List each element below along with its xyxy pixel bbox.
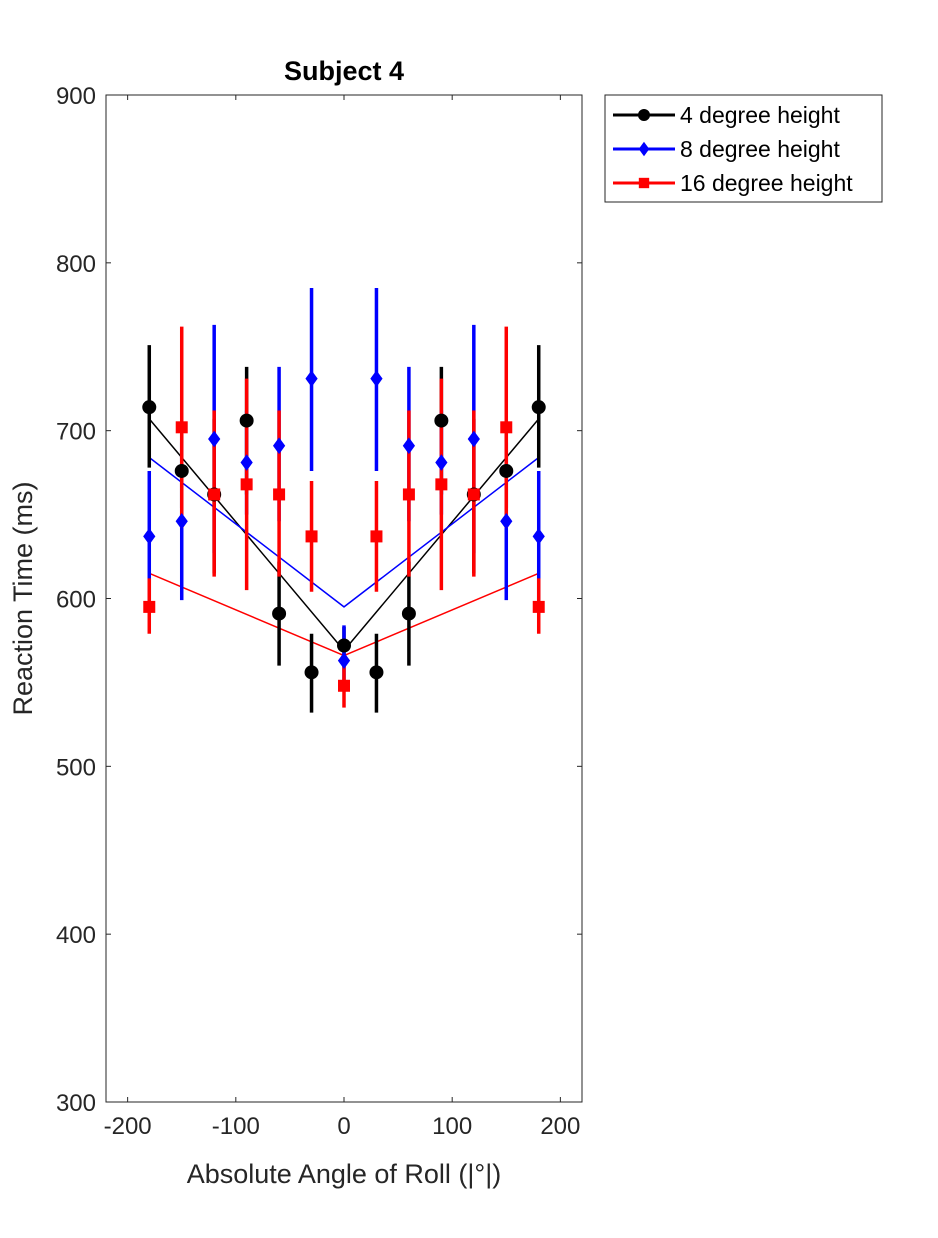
data-point-series-2 xyxy=(240,454,253,471)
axes-box xyxy=(105,94,583,1103)
data-point-series-2 xyxy=(370,370,383,387)
data-point-series-1 xyxy=(499,463,514,478)
legend-label-series-3: 16 degree height xyxy=(680,170,853,196)
data-point-series-3 xyxy=(305,530,318,543)
legend-label-series-1: 4 degree height xyxy=(680,102,840,128)
data-point-series-3 xyxy=(435,478,448,491)
y-tick-label: 400 xyxy=(56,922,96,949)
data-point-series-2 xyxy=(143,528,156,545)
data-point-series-2 xyxy=(467,430,480,448)
data-point-series-3 xyxy=(500,421,513,434)
data-point-series-3 xyxy=(240,478,253,491)
data-markers xyxy=(142,370,546,692)
y-tick-label: 600 xyxy=(56,587,96,614)
data-point-series-3 xyxy=(370,530,383,543)
legend-marker-series-3 xyxy=(638,177,650,189)
data-point-series-3 xyxy=(208,488,221,501)
data-point-series-2 xyxy=(208,430,221,448)
data-point-series-3 xyxy=(143,600,156,613)
axis-ticks xyxy=(106,94,582,1103)
legend: 4 degree height 8 degree height 16 degree … xyxy=(604,94,883,203)
data-point-series-2 xyxy=(337,652,351,669)
x-axis-label: Absolute Angle of Roll (|°|) xyxy=(187,1159,501,1189)
y-axis-label: Reaction Time (ms) xyxy=(8,481,38,715)
x-tick-label: 200 xyxy=(540,1113,580,1140)
chart-title: Subject 4 xyxy=(284,56,404,86)
plot-area xyxy=(105,94,583,1103)
y-tick-label: 700 xyxy=(56,419,96,446)
data-point-series-1 xyxy=(531,400,546,415)
data-point-series-3 xyxy=(532,600,545,613)
data-point-series-1 xyxy=(434,413,449,428)
legend-marker-series-1 xyxy=(637,108,651,122)
data-point-series-3 xyxy=(467,488,480,501)
y-tick-label: 800 xyxy=(56,251,96,278)
data-point-series-1 xyxy=(142,400,157,415)
data-point-series-2 xyxy=(305,370,318,387)
x-tick-label: -100 xyxy=(212,1113,260,1140)
data-point-series-2 xyxy=(272,437,286,455)
data-point-series-1 xyxy=(239,413,254,428)
data-point-series-1 xyxy=(272,606,287,621)
data-point-series-2 xyxy=(500,512,513,530)
data-point-series-3 xyxy=(402,488,415,501)
data-point-series-2 xyxy=(532,528,545,545)
y-tick-label: 500 xyxy=(56,754,96,781)
data-point-series-2 xyxy=(402,437,416,455)
data-point-series-3 xyxy=(273,488,286,501)
data-point-series-2 xyxy=(435,454,448,471)
legend-label-series-2: 8 degree height xyxy=(680,136,840,162)
data-point-series-1 xyxy=(337,638,351,653)
data-point-series-1 xyxy=(369,665,384,680)
y-tick-label: 300 xyxy=(56,1090,96,1117)
data-point-series-3 xyxy=(338,679,350,692)
data-point-series-1 xyxy=(174,463,189,478)
legend-marker-series-2 xyxy=(638,141,650,157)
y-tick-label: 900 xyxy=(56,83,96,110)
x-tick-label: 100 xyxy=(432,1113,472,1140)
tick-labels: -200 -100 0 100 200 300 400 500 600 700 800 900 xyxy=(56,83,580,1140)
data-point-series-3 xyxy=(175,421,188,434)
x-tick-label: 0 xyxy=(337,1113,350,1140)
x-tick-label: -200 xyxy=(104,1113,152,1140)
data-point-series-1 xyxy=(401,606,416,621)
data-point-series-2 xyxy=(175,512,188,530)
data-point-series-1 xyxy=(304,665,319,680)
